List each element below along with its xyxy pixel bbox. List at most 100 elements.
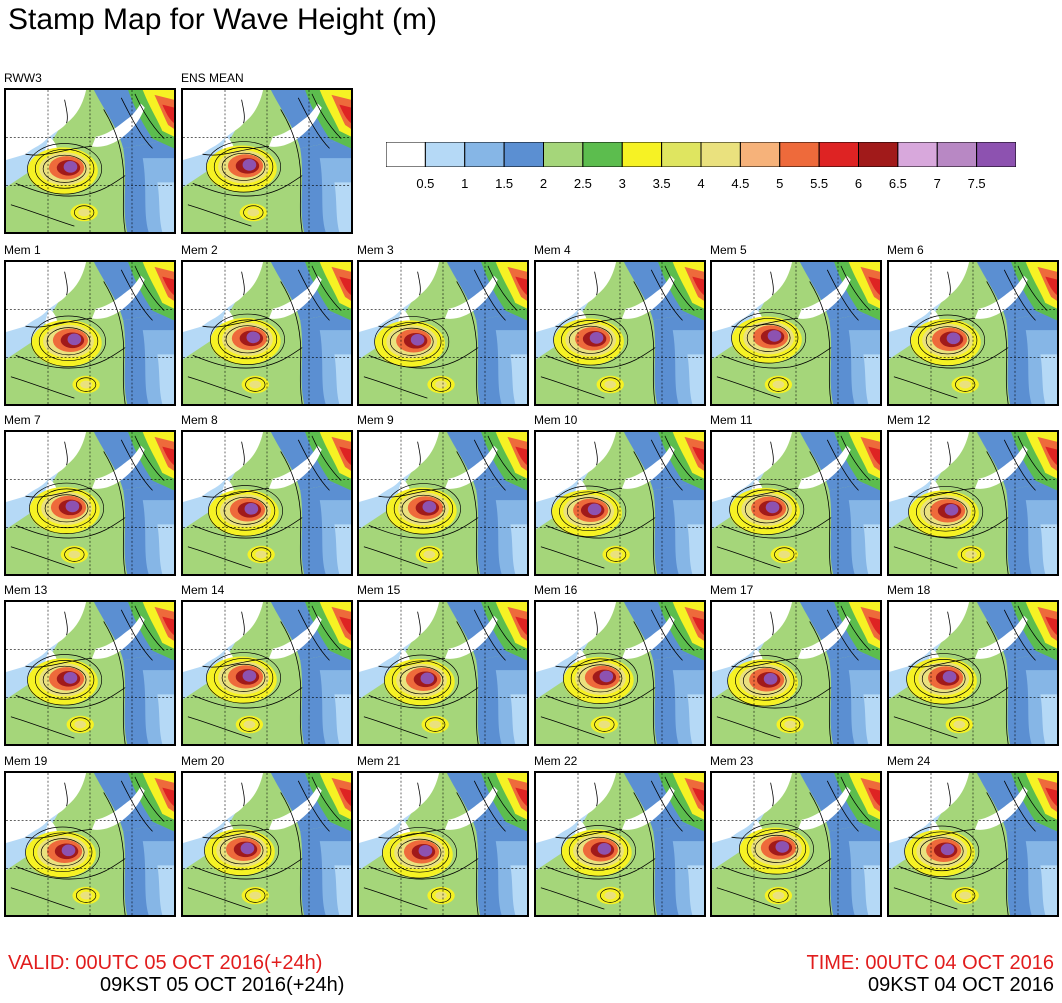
page-title: Stamp Map for Wave Height (m) bbox=[8, 3, 438, 36]
colorbar-tick-label: 3 bbox=[618, 176, 626, 191]
colorbar-tick-label: 0.5 bbox=[416, 176, 435, 191]
wave-height-map bbox=[712, 773, 880, 915]
colorbar-swatch bbox=[543, 142, 584, 167]
colorbar-tick-label: 6.5 bbox=[888, 176, 907, 191]
panel-label: ENS MEAN bbox=[181, 71, 244, 85]
panel-label: Mem 9 bbox=[357, 413, 394, 427]
wave-height-map bbox=[536, 262, 704, 404]
colorbar-tick-label: 2 bbox=[539, 176, 548, 191]
panel-label: Mem 2 bbox=[181, 243, 218, 257]
colorbar-tick-label: 7.5 bbox=[967, 176, 986, 191]
colorbar-swatch bbox=[700, 142, 741, 167]
wave-height-map bbox=[712, 432, 880, 574]
valid-kst: 09KST 05 OCT 2016(+24h) bbox=[100, 974, 345, 996]
colorbar-tick-label: 5.5 bbox=[810, 176, 829, 191]
colorbar-swatch bbox=[779, 142, 820, 167]
wave-height-map bbox=[536, 432, 704, 574]
panel-label: Mem 13 bbox=[4, 583, 48, 597]
stamp-map-panel bbox=[4, 260, 176, 406]
panel-label: Mem 23 bbox=[710, 754, 754, 768]
stamp-map-panel bbox=[534, 430, 706, 576]
panel-label: Mem 16 bbox=[534, 583, 578, 597]
colorbar-swatch bbox=[739, 142, 781, 167]
panel-label: Mem 12 bbox=[887, 413, 931, 427]
panel-label: Mem 11 bbox=[710, 413, 753, 427]
stamp-map-panel bbox=[181, 771, 353, 917]
stamp-map-panel bbox=[887, 430, 1059, 576]
stamp-map-panel bbox=[181, 260, 353, 406]
colorbar-tick-label: 6 bbox=[854, 176, 863, 191]
colorbar-swatch bbox=[897, 142, 938, 167]
stamp-map-panel bbox=[357, 771, 529, 917]
colorbar-swatch bbox=[386, 142, 426, 167]
wave-height-map bbox=[712, 602, 880, 744]
stamp-map-panel bbox=[4, 430, 176, 576]
wave-height-map bbox=[6, 432, 174, 574]
colorbar-tick-label: 1.5 bbox=[495, 176, 514, 191]
stamp-map-panel bbox=[181, 600, 353, 746]
colorbar-tick-label: 4 bbox=[697, 176, 705, 191]
stamp-map-panel bbox=[181, 430, 353, 576]
wave-height-map bbox=[359, 602, 527, 744]
colorbar-swatch bbox=[818, 142, 859, 167]
stamp-map-panel bbox=[710, 600, 882, 746]
stamp-map-panel bbox=[357, 260, 529, 406]
panel-label: Mem 22 bbox=[534, 754, 578, 768]
panel-label: Mem 7 bbox=[4, 413, 41, 427]
stamp-map-panel bbox=[710, 260, 882, 406]
stamp-map-panel bbox=[534, 260, 706, 406]
colorbar-swatch bbox=[621, 142, 663, 167]
wave-height-map bbox=[536, 602, 704, 744]
time-kst: 09KST 04 OCT 2016 bbox=[867, 974, 1054, 996]
colorbar-tick-label: 3.5 bbox=[652, 176, 671, 191]
colorbar-swatch bbox=[661, 142, 702, 167]
colorbar-labels: 0.5 1 1.5 2 2.5 3 3.5 4 4.5 5 5.5 6 6.5 7 7.5 bbox=[386, 176, 1016, 192]
panel-label: Mem 15 bbox=[357, 583, 401, 597]
wave-height-map bbox=[712, 262, 880, 404]
panel-label: Mem 24 bbox=[887, 754, 931, 768]
wave-height-map bbox=[183, 432, 351, 574]
panel-label: Mem 3 bbox=[357, 243, 394, 257]
colorbar-swatch bbox=[503, 142, 544, 167]
colorbar-swatch bbox=[464, 142, 505, 167]
colorbar-swatch bbox=[976, 142, 1016, 167]
wave-height-map bbox=[183, 602, 351, 744]
stamp-map-panel bbox=[887, 771, 1059, 917]
panel-label: Mem 20 bbox=[181, 754, 225, 768]
stamp-map-panel bbox=[4, 600, 176, 746]
panel-label: Mem 18 bbox=[887, 583, 931, 597]
wave-height-map bbox=[6, 262, 174, 404]
wave-height-map bbox=[889, 262, 1057, 404]
wave-height-map bbox=[183, 90, 351, 232]
stamp-map-panel bbox=[710, 430, 882, 576]
wave-height-map bbox=[359, 773, 527, 915]
time-utc: TIME: 00UTC 04 OCT 2016 bbox=[806, 952, 1055, 974]
wave-height-map bbox=[889, 773, 1057, 915]
stamp-map-panel bbox=[357, 430, 529, 576]
colorbar-swatch bbox=[936, 142, 978, 167]
stamp-map-panel bbox=[710, 771, 882, 917]
colorbar-tick-label: 2.5 bbox=[573, 176, 592, 191]
colorbar-tick-label: 7 bbox=[933, 176, 941, 191]
stamp-map-panel bbox=[4, 88, 176, 234]
panel-label: Mem 19 bbox=[4, 754, 48, 768]
wave-height-map bbox=[359, 262, 527, 404]
panel-label: RWW3 bbox=[4, 71, 42, 85]
stamp-map-panel bbox=[534, 600, 706, 746]
colorbar-tick-label: 4.5 bbox=[731, 176, 750, 191]
wave-height-map bbox=[536, 773, 704, 915]
wave-height-map bbox=[359, 432, 527, 574]
stamp-map-panel bbox=[181, 88, 353, 234]
stamp-map-panel bbox=[887, 600, 1059, 746]
colorbar-tick-label: 1 bbox=[461, 176, 469, 191]
panel-label: Mem 1 bbox=[4, 243, 41, 257]
stamp-map-panel bbox=[357, 600, 529, 746]
panel-label: Mem 8 bbox=[181, 413, 218, 427]
stamp-map-panel bbox=[887, 260, 1059, 406]
panel-label: Mem 4 bbox=[534, 243, 571, 257]
panel-label: Mem 17 bbox=[710, 583, 754, 597]
wave-height-map bbox=[889, 602, 1057, 744]
panel-label: Mem 14 bbox=[181, 583, 225, 597]
wave-height-map bbox=[6, 602, 174, 744]
stamp-map-panel bbox=[534, 771, 706, 917]
